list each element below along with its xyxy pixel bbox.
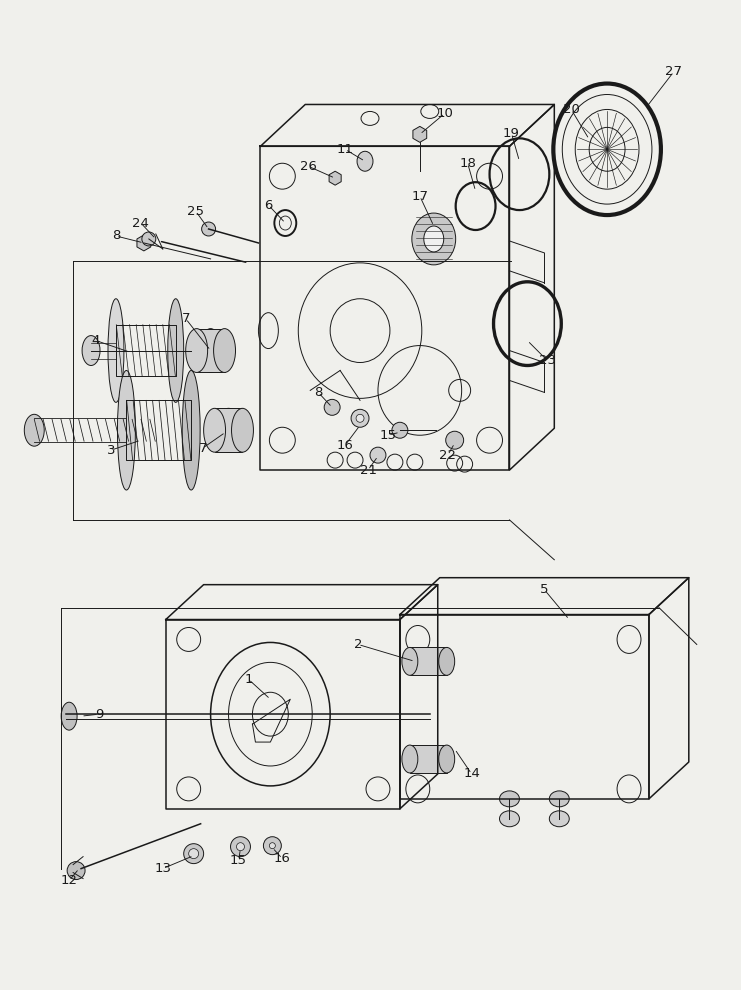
Ellipse shape <box>439 647 455 675</box>
Ellipse shape <box>82 336 100 365</box>
Ellipse shape <box>189 848 199 858</box>
Ellipse shape <box>439 745 455 773</box>
Ellipse shape <box>202 222 216 236</box>
Ellipse shape <box>356 414 364 423</box>
Ellipse shape <box>370 447 386 463</box>
Text: 5: 5 <box>540 583 548 596</box>
Ellipse shape <box>142 232 156 246</box>
Ellipse shape <box>182 370 200 490</box>
Polygon shape <box>196 329 225 372</box>
Ellipse shape <box>231 408 253 452</box>
Text: 1: 1 <box>245 673 253 686</box>
Text: 16: 16 <box>274 852 290 865</box>
Text: 8: 8 <box>314 386 322 399</box>
Text: 26: 26 <box>300 159 316 172</box>
Ellipse shape <box>549 791 569 807</box>
Ellipse shape <box>118 370 136 490</box>
Text: 23: 23 <box>539 354 556 367</box>
Polygon shape <box>329 171 341 185</box>
Text: 11: 11 <box>336 143 353 155</box>
Text: 2: 2 <box>353 638 362 651</box>
Text: 8: 8 <box>112 230 120 243</box>
Ellipse shape <box>549 811 569 827</box>
Ellipse shape <box>446 432 464 449</box>
Ellipse shape <box>213 329 236 372</box>
Ellipse shape <box>357 151 373 171</box>
Ellipse shape <box>218 408 239 452</box>
Ellipse shape <box>324 399 340 415</box>
Text: 20: 20 <box>563 103 579 116</box>
Ellipse shape <box>167 299 184 402</box>
Polygon shape <box>410 647 447 675</box>
Ellipse shape <box>263 837 282 854</box>
Ellipse shape <box>186 329 207 372</box>
Text: 15: 15 <box>230 854 247 867</box>
Polygon shape <box>410 745 447 773</box>
Text: 27: 27 <box>665 65 682 78</box>
Ellipse shape <box>236 842 245 850</box>
Text: 9: 9 <box>95 708 103 721</box>
Text: 16: 16 <box>336 439 353 451</box>
Text: 12: 12 <box>61 874 78 887</box>
Ellipse shape <box>24 414 44 446</box>
Polygon shape <box>137 235 150 250</box>
Ellipse shape <box>499 811 519 827</box>
Ellipse shape <box>412 213 456 265</box>
Text: 22: 22 <box>439 448 456 461</box>
Text: 6: 6 <box>265 199 273 212</box>
Text: 7: 7 <box>182 312 190 325</box>
Text: 19: 19 <box>503 127 520 140</box>
Polygon shape <box>215 408 242 452</box>
Polygon shape <box>413 127 427 143</box>
Ellipse shape <box>424 226 444 251</box>
Text: 3: 3 <box>107 444 116 456</box>
Text: 17: 17 <box>411 190 428 203</box>
Text: 21: 21 <box>359 463 376 476</box>
Text: 4: 4 <box>92 334 100 347</box>
Text: 7: 7 <box>199 442 207 454</box>
Ellipse shape <box>270 842 276 848</box>
Ellipse shape <box>67 861 85 879</box>
Ellipse shape <box>204 408 225 452</box>
Text: 24: 24 <box>133 217 149 230</box>
Ellipse shape <box>230 837 250 856</box>
Ellipse shape <box>199 329 222 372</box>
Text: 25: 25 <box>187 205 205 218</box>
Text: 13: 13 <box>154 862 171 875</box>
Ellipse shape <box>402 647 418 675</box>
Ellipse shape <box>184 843 204 863</box>
Ellipse shape <box>392 423 408 439</box>
Text: 14: 14 <box>463 767 480 780</box>
Ellipse shape <box>351 409 369 428</box>
Ellipse shape <box>499 791 519 807</box>
Text: 18: 18 <box>459 156 476 169</box>
Ellipse shape <box>62 702 77 730</box>
Text: 10: 10 <box>436 107 453 120</box>
Ellipse shape <box>108 299 124 402</box>
Text: 15: 15 <box>379 429 396 442</box>
Ellipse shape <box>402 745 418 773</box>
